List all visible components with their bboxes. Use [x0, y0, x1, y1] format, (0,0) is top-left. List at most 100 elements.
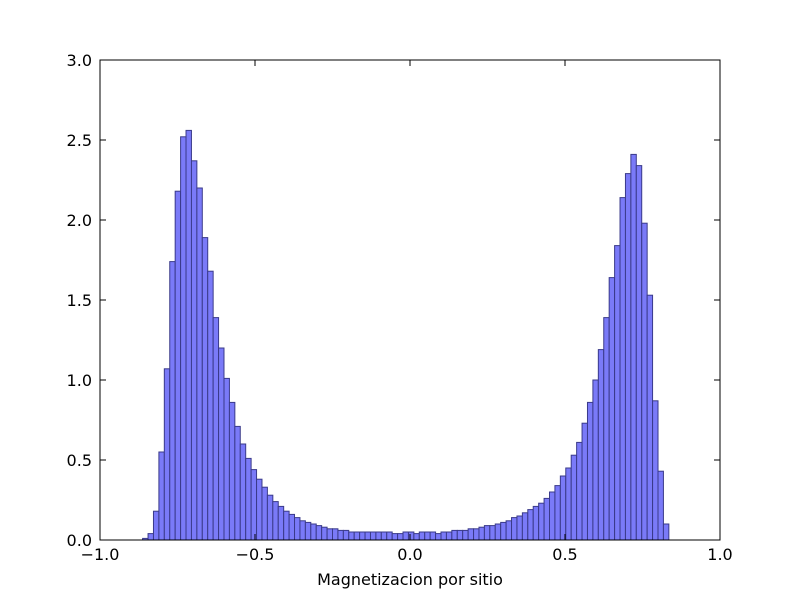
histogram-bar: [239, 443, 247, 541]
histogram-bar: [516, 515, 523, 541]
histogram-bar: [234, 425, 241, 541]
plot-frame: [99, 59, 721, 541]
histogram-bar: [228, 401, 236, 541]
histogram-bar: [456, 529, 464, 541]
histogram-bar: [250, 469, 258, 541]
x-tick-label: −1.0: [81, 545, 120, 564]
y-tick-label: 1.0: [67, 371, 92, 390]
histogram-bar: [494, 523, 502, 541]
histogram-bar: [223, 377, 230, 541]
y-tick-label: 0.0: [67, 531, 92, 550]
histogram-bar: [570, 454, 578, 541]
histogram-bar: [489, 525, 496, 541]
histogram-bar: [581, 422, 588, 541]
x-axis-label: Magnetizacion por sitio: [317, 570, 503, 589]
histogram-bar: [359, 531, 366, 541]
histogram-bar: [342, 529, 350, 541]
histogram-bar: [592, 379, 599, 541]
histogram-bar: [207, 270, 214, 541]
histogram-bar: [190, 160, 198, 541]
histogram-bar: [527, 509, 534, 541]
histogram-bar: [407, 531, 415, 541]
histogram-bar: [158, 451, 165, 541]
y-tick-label: 0.5: [67, 451, 92, 470]
histogram-bar: [163, 368, 171, 541]
histogram-bar: [348, 531, 355, 541]
histogram-bar: [532, 505, 540, 541]
histogram-bar: [288, 513, 296, 541]
histogram-bar: [256, 478, 263, 541]
histogram-bar: [283, 510, 290, 541]
x-tick-label: 0.5: [552, 545, 577, 564]
histogram-bar: [597, 349, 605, 541]
histogram-bar: [543, 497, 551, 541]
histogram-bar: [380, 531, 388, 541]
histogram-bar: [245, 457, 252, 541]
histogram-bar: [321, 526, 328, 541]
x-tick-label: −0.5: [236, 545, 275, 564]
histogram-bars: [142, 129, 670, 541]
histogram-bar: [473, 528, 480, 541]
histogram-bar: [299, 520, 306, 541]
histogram-bar: [375, 531, 382, 541]
histogram-bar: [657, 470, 664, 541]
histogram-bar: [418, 531, 426, 541]
histogram-bar: [608, 277, 616, 541]
histogram-bar: [630, 153, 637, 541]
histogram-bar: [212, 317, 220, 541]
histogram-bar: [353, 531, 361, 541]
histogram-bar: [413, 533, 420, 541]
histogram-bar: [174, 190, 182, 541]
histogram-bar: [429, 531, 437, 541]
histogram-bar: [310, 523, 317, 541]
histogram-bar: [505, 520, 513, 541]
histogram-bar: [440, 531, 447, 541]
histogram-bar: [635, 165, 643, 541]
histogram-bar: [462, 529, 469, 541]
histogram-bar: [218, 347, 225, 541]
histogram-bar: [614, 245, 621, 541]
histogram-bar: [603, 317, 610, 541]
histogram-bar: [478, 526, 485, 541]
histogram-bar: [511, 517, 518, 541]
histogram-bar: [332, 528, 339, 541]
histogram-bar: [391, 533, 399, 541]
histogram-bar: [196, 187, 203, 541]
histogram-bar: [424, 531, 431, 541]
histogram-bar: [483, 525, 491, 541]
histogram-bar: [386, 531, 393, 541]
histogram-bar: [549, 491, 556, 541]
histogram-bar: [619, 197, 626, 541]
histogram-bar: [369, 531, 377, 541]
y-tick-label: 1.5: [67, 291, 92, 310]
histogram-bar: [565, 467, 572, 541]
histogram-bar: [402, 531, 409, 541]
histogram-bar: [152, 510, 160, 541]
histogram-bar: [646, 294, 654, 541]
y-tick-label: 3.0: [67, 51, 92, 70]
axis-tick-labels: −1.0 −0.5 0.0 0.5 1.0 0.0 0.5 1.0 1.5 2.0 2.5 3.0: [67, 51, 733, 564]
histogram-bar: [315, 525, 323, 541]
histogram-bar: [624, 173, 632, 541]
histogram-bar: [294, 517, 301, 541]
histogram-bar: [277, 505, 285, 541]
histogram-bar: [261, 486, 268, 541]
histogram-bar: [559, 475, 567, 541]
histogram-bar: [304, 521, 312, 541]
histogram-bar: [538, 502, 545, 541]
histogram-bar: [169, 261, 176, 541]
histogram-bar: [500, 521, 507, 541]
histogram-bar: [445, 531, 453, 541]
histogram-bar: [266, 494, 274, 541]
histogram-bar: [521, 512, 529, 541]
histogram-bar: [576, 441, 583, 541]
histogram-bar: [662, 523, 670, 541]
histogram-bar: [641, 222, 648, 541]
histogram-bar: [185, 129, 192, 541]
histogram-bar: [201, 237, 209, 541]
histogram-bar: [364, 531, 371, 541]
histogram-bar: [554, 485, 561, 541]
histogram-bar: [586, 401, 594, 541]
histogram-bar: [326, 528, 333, 541]
